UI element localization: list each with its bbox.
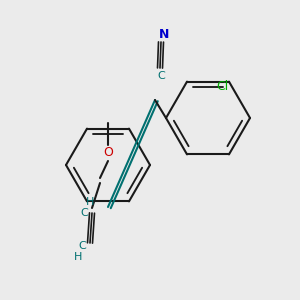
Text: O: O	[103, 146, 113, 160]
Text: C: C	[80, 208, 88, 218]
Text: C: C	[157, 71, 165, 81]
Text: H: H	[74, 252, 82, 262]
Text: Cl: Cl	[216, 80, 228, 92]
Text: N: N	[159, 28, 169, 41]
Text: C: C	[78, 241, 86, 251]
Text: H: H	[86, 197, 94, 207]
